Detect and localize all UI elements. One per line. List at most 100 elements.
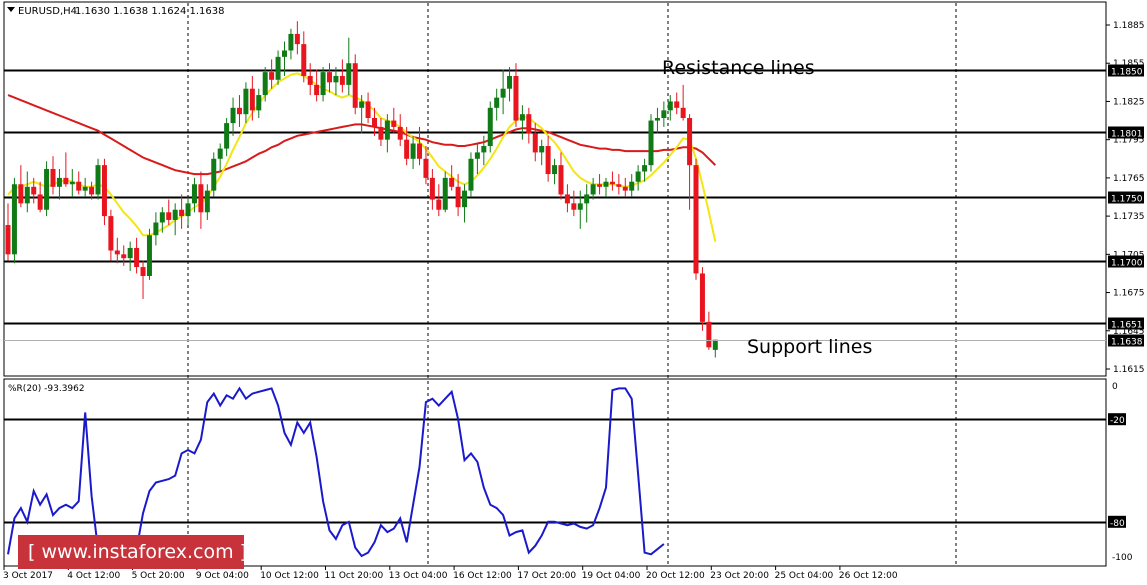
- level-tag: [1108, 126, 1144, 139]
- candle-body: [146, 235, 152, 276]
- candle-body: [172, 209, 178, 220]
- price-tick-label: 1.1645: [1113, 327, 1145, 337]
- candle-body: [417, 143, 423, 159]
- candle-body: [674, 101, 680, 108]
- price-tick-label: 1.1855: [1113, 59, 1145, 69]
- candle-body: [449, 177, 455, 187]
- level-tag-label: 1.1850: [1111, 68, 1143, 78]
- price-tick-label: 1.1795: [1113, 136, 1145, 146]
- candle-body: [153, 222, 159, 236]
- candle-body: [397, 126, 403, 140]
- candle-body: [436, 199, 442, 210]
- candle-body: [121, 254, 127, 259]
- price-tick-label: 1.1705: [1113, 250, 1145, 260]
- chart-header-ohlc: 1.1630 1.1638 1.1624 1.1638: [75, 6, 225, 17]
- candle-body: [513, 75, 519, 121]
- candle-body: [198, 184, 204, 213]
- candle-body: [24, 186, 30, 204]
- candle-body: [307, 75, 313, 85]
- time-tick-label: 13 Oct 04:00: [389, 571, 448, 581]
- candle-body: [359, 101, 365, 108]
- candle-body: [712, 339, 718, 350]
- candle-body: [629, 181, 635, 191]
- candle-body: [622, 186, 628, 191]
- candle-body: [256, 95, 262, 111]
- candle-body: [5, 225, 11, 255]
- candle-body: [89, 186, 95, 195]
- indicator-tick-label: -100: [1112, 553, 1133, 563]
- candle-body: [236, 107, 242, 115]
- time-tick-label: 23 Oct 20:00: [710, 571, 769, 581]
- candle-body: [114, 250, 120, 255]
- candle-body: [558, 165, 564, 195]
- candle-body: [230, 107, 236, 124]
- indicator-tag: [1108, 413, 1126, 426]
- candle-body: [423, 158, 429, 178]
- price-level-tags: 1.1850 1.1801 1.1750 1.1700 1.1651 1.1638: [1108, 64, 1144, 348]
- candle-body: [481, 146, 487, 153]
- time-tick-label: 11 Oct 20:00: [325, 571, 384, 581]
- price-tick-label: 1.1885: [1113, 21, 1145, 31]
- watermark-text: [ www.instaforex.com ]: [28, 541, 247, 563]
- candle-body: [63, 177, 69, 185]
- candle-body: [410, 143, 416, 159]
- indicator-label: %R(20) -93.3962: [8, 384, 85, 394]
- candle-body: [494, 97, 500, 108]
- candle-body: [249, 88, 255, 111]
- indicator-panel-frame: [3, 378, 1107, 567]
- candle-body: [532, 133, 538, 153]
- level-tag: [1108, 317, 1144, 330]
- candle-body: [31, 186, 37, 195]
- candle-body: [577, 203, 583, 210]
- candle-body: [95, 165, 101, 195]
- level-tag-label: 1.1801: [1111, 130, 1143, 140]
- time-tick-label: 5 Oct 20:00: [132, 571, 185, 581]
- candle-body: [37, 194, 43, 210]
- candle-body: [372, 118, 378, 127]
- candle-body: [654, 118, 660, 121]
- dropdown-arrow-icon[interactable]: [7, 7, 15, 12]
- candle-body: [56, 177, 62, 187]
- candle-body: [50, 168, 56, 187]
- time-tick-label: 20 Oct 12:00: [646, 571, 705, 581]
- candle-body: [294, 33, 300, 45]
- candle-body: [693, 165, 699, 274]
- indicator-tick-label: 0: [1112, 382, 1118, 392]
- candle-body: [680, 107, 686, 119]
- candle-body: [352, 63, 358, 108]
- candle-body: [327, 72, 332, 83]
- candle-body: [571, 203, 577, 210]
- candle-body: [69, 181, 75, 185]
- candle-body: [391, 120, 397, 127]
- candle-body: [134, 247, 140, 268]
- candle-body: [204, 190, 210, 213]
- price-tick-label: 1.1765: [1113, 174, 1145, 184]
- indicator-tag-label: -20: [1110, 416, 1125, 426]
- candle-body: [519, 114, 525, 121]
- candle-body: [462, 190, 468, 208]
- candle-body: [269, 72, 275, 80]
- candle-body: [404, 139, 410, 159]
- time-tick-label: 16 Oct 12:00: [453, 571, 512, 581]
- candle-body: [384, 120, 390, 140]
- price-tick-label: 1.1735: [1113, 212, 1145, 222]
- candle-body: [642, 165, 648, 172]
- candle-body: [590, 184, 596, 195]
- day-separators: [187, 3, 957, 566]
- candle-body: [288, 33, 294, 51]
- support-lines-annotation: Support lines: [747, 336, 872, 358]
- candle-body: [487, 107, 493, 147]
- candle-body: [127, 247, 133, 259]
- level-tag: [1108, 255, 1144, 268]
- current-price-tag: [1108, 334, 1144, 347]
- level-tag-label: 1.1651: [1111, 321, 1143, 331]
- candle-body: [584, 194, 590, 204]
- candle-body: [365, 101, 371, 119]
- candle-body: [545, 146, 551, 175]
- candle-body: [301, 44, 307, 76]
- candle-body: [179, 209, 185, 217]
- candle-body: [191, 184, 197, 204]
- candle-body: [442, 177, 448, 210]
